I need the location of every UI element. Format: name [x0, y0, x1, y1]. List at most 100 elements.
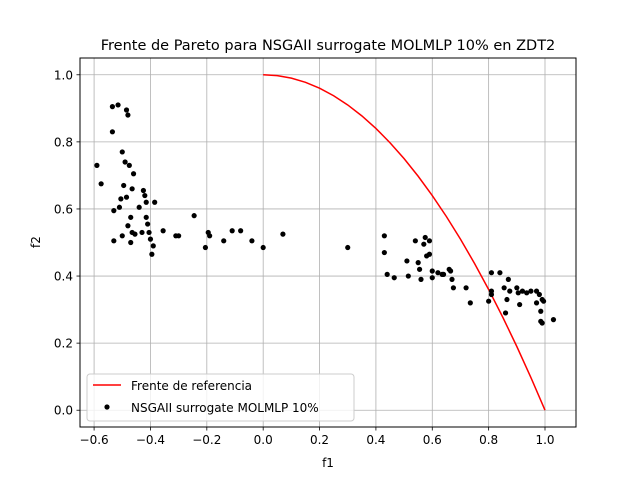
y-tick-label: 0.0 — [54, 404, 73, 418]
scatter-point — [422, 234, 428, 241]
scatter-point — [426, 238, 433, 244]
scatter-point — [249, 238, 255, 244]
reference-front-layer — [263, 74, 546, 411]
scatter-point — [152, 199, 158, 205]
scatter-point — [412, 238, 418, 244]
x-tick-label: 0.6 — [423, 433, 442, 447]
x-tick-label: −0.6 — [80, 433, 109, 447]
scatter-point — [405, 273, 411, 279]
scatter-point — [128, 239, 134, 246]
x-tick-label: −0.4 — [136, 433, 165, 447]
x-axis-label: f1 — [322, 456, 334, 470]
scatter-point — [384, 271, 390, 277]
scatter-point — [150, 243, 156, 249]
scatter-point — [129, 186, 135, 192]
scatter-point — [143, 199, 149, 205]
scatter-points-layer — [94, 102, 557, 326]
scatter-point — [109, 129, 116, 135]
axis-ticks: −0.6 −0.4 −0.2 0.0 0.2 0.4 0.6 0.8 1.0 0.0 0.2 0.4 0… — [54, 68, 555, 447]
plot-area-frame — [79, 57, 577, 428]
legend-box — [86, 373, 355, 422]
scatter-point — [119, 233, 125, 239]
scatter-point — [447, 268, 454, 274]
scatter-point — [111, 238, 117, 244]
scatter-point — [132, 231, 138, 237]
legend-label-scatter: NSGAII surrogate MOLMLP 10% — [131, 401, 319, 415]
scatter-point — [524, 290, 530, 296]
scatter-point — [123, 107, 130, 113]
scatter-point — [539, 320, 545, 326]
scatter-point — [418, 276, 424, 282]
y-tick-label: 0.4 — [54, 270, 73, 284]
scatter-point — [136, 204, 142, 210]
scatter-point — [514, 285, 520, 291]
y-axis-label: f2 — [29, 236, 43, 248]
scatter-point — [504, 296, 510, 303]
scatter-point — [550, 317, 557, 323]
y-tick-label: 0.8 — [54, 135, 73, 149]
scatter-point — [488, 291, 495, 298]
scatter-point — [440, 271, 447, 277]
scatter-point — [125, 223, 131, 229]
scatter-point — [507, 288, 513, 294]
legend-point-swatch — [104, 404, 110, 410]
scatter-point — [121, 182, 127, 189]
scatter-point — [381, 249, 387, 256]
scatter-point — [528, 288, 534, 294]
scatter-point — [426, 251, 433, 257]
scatter-point — [449, 276, 455, 282]
scatter-point — [109, 104, 116, 110]
scatter-point — [145, 221, 151, 227]
scatter-point — [488, 270, 495, 276]
scatter-point — [501, 285, 507, 291]
scatter-point — [111, 208, 117, 214]
reference-front-line — [263, 74, 546, 411]
scatter-point — [176, 233, 182, 239]
scatter-point — [142, 192, 148, 199]
scatter-point — [115, 102, 121, 108]
x-tick-label: 0.4 — [366, 433, 385, 447]
y-tick-label: 0.6 — [54, 202, 73, 216]
scatter-point — [125, 112, 131, 118]
scatter-point — [421, 241, 427, 247]
scatter-point — [429, 268, 435, 274]
scatter-point — [415, 260, 421, 266]
scatter-point — [143, 214, 149, 220]
scatter-point — [229, 228, 235, 234]
scatter-point — [98, 181, 104, 187]
scatter-point — [538, 308, 544, 314]
scatter-point — [116, 204, 123, 210]
scatter-point — [502, 310, 509, 316]
scatter-point — [202, 244, 209, 251]
scatter-point — [536, 291, 542, 298]
scatter-point — [391, 275, 397, 281]
scatter-point — [497, 270, 503, 276]
scatter-point — [381, 233, 387, 239]
scatter-point — [517, 301, 523, 308]
scatter-point — [94, 162, 100, 168]
x-tick-label: 1.0 — [535, 433, 554, 447]
scatter-point — [486, 298, 492, 304]
scatter-point — [160, 228, 166, 234]
scatter-point — [128, 214, 134, 220]
legend: Frente de referencia NSGAII surrogate MO… — [86, 373, 355, 422]
scatter-point — [207, 233, 213, 239]
scatter-point — [519, 288, 526, 294]
scatter-point — [146, 229, 152, 236]
x-tick-label: −0.2 — [192, 433, 221, 447]
scatter-point — [429, 275, 435, 281]
scatter-point — [533, 300, 540, 306]
scatter-point — [118, 196, 124, 202]
scatter-point — [191, 213, 197, 219]
scatter-point — [280, 231, 286, 237]
scatter-point — [260, 244, 266, 251]
scatter-point — [515, 290, 521, 296]
scatter-point — [122, 159, 128, 165]
scatter-point — [435, 270, 441, 276]
scatter-point — [126, 162, 132, 168]
y-tick-label: 1.0 — [54, 68, 73, 82]
scatter-point — [140, 187, 147, 194]
scatter-point — [416, 266, 423, 272]
scatter-point — [463, 285, 469, 291]
